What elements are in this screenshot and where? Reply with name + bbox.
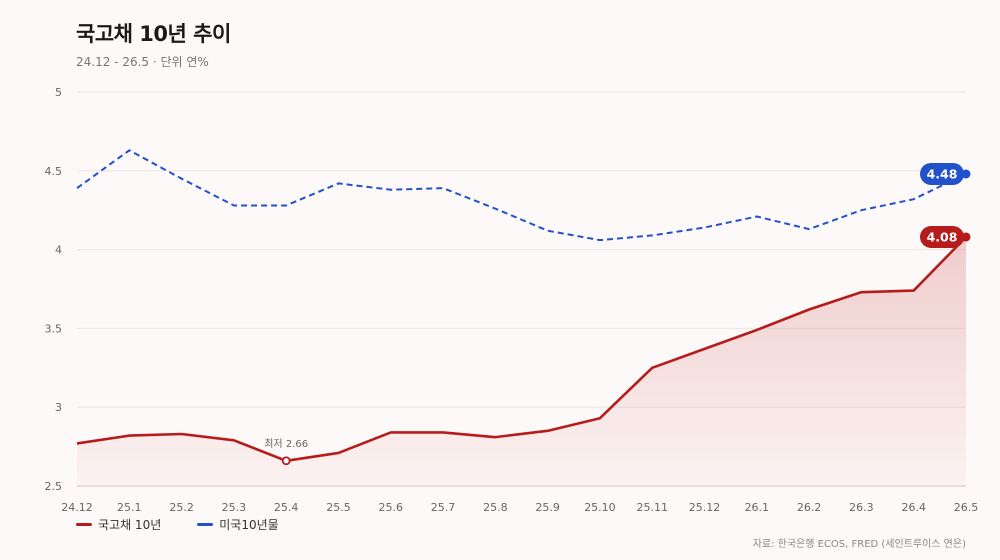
x-tick-label: 25.10 [584,501,616,514]
y-tick-label: 3 [55,401,62,414]
y-tick-label: 3.5 [45,322,63,335]
legend-item-us[interactable]: 미국10년물 [197,516,279,533]
x-tick-label: 26.4 [901,501,926,514]
y-tick-label: 4 [55,244,62,257]
x-tick-label: 25.2 [169,501,194,514]
x-tick-label: 25.8 [483,501,508,514]
legend: 국고채 10년 미국10년물 [76,516,279,533]
x-tick-label: 26.1 [745,501,770,514]
legend-item-korea[interactable]: 국고채 10년 [76,516,161,533]
x-tick-label: 25.5 [326,501,351,514]
x-tick-label: 25.4 [274,501,299,514]
y-tick-label: 2.5 [45,480,63,493]
x-tick-label: 26.5 [954,501,979,514]
korea-end-badge [920,225,964,248]
x-axis: 24.12 25.1 25.2 25.3 25.4 25.5 25.6 25.7 25.8 25.… [61,501,978,514]
legend-swatch-korea [76,523,92,526]
y-axis: 2.5 3 3.5 4 4.5 5 [45,86,63,493]
y-tick-label: 4.5 [45,165,63,178]
x-tick-label: 25.11 [636,501,668,514]
korea-line [76,236,967,463]
korea-end-label: 4.08 [927,229,958,244]
x-tick-label: 25.3 [222,501,247,514]
x-tick-label: 25.7 [431,501,456,514]
x-tick-label: 24.12 [61,501,93,514]
x-tick-label: 25.6 [379,501,404,514]
series-layer [76,149,967,486]
x-tick-label: 25.12 [689,501,721,514]
chart-subtitle: 24.12 - 26.5 · 단위 연% [76,55,209,69]
x-tick-label: 25.9 [535,501,560,514]
y-tick-label: 5 [55,86,62,99]
x-tick-label: 25.1 [117,501,142,514]
label-layer: 최저 2.66 4.08 4.48 [264,162,971,466]
x-tick-label: 26.3 [849,501,874,514]
korea-area [77,236,966,486]
chart-title: 국고채 10년 추이 [76,22,231,46]
us-line [76,149,967,242]
x-tick-label: 26.2 [797,501,822,514]
min-point-marker [281,456,291,466]
us-end-label: 4.48 [927,166,958,181]
us-end-badge [920,162,964,185]
legend-label-us: 미국10년물 [219,518,279,532]
legend-label-korea: 국고채 10년 [98,518,162,532]
source-note: 자료: 한국은행 ECOS, FRED (세인트루이스 연은) [752,539,966,550]
legend-swatch-us [197,523,214,526]
min-point-label: 최저 2.66 [264,438,308,450]
